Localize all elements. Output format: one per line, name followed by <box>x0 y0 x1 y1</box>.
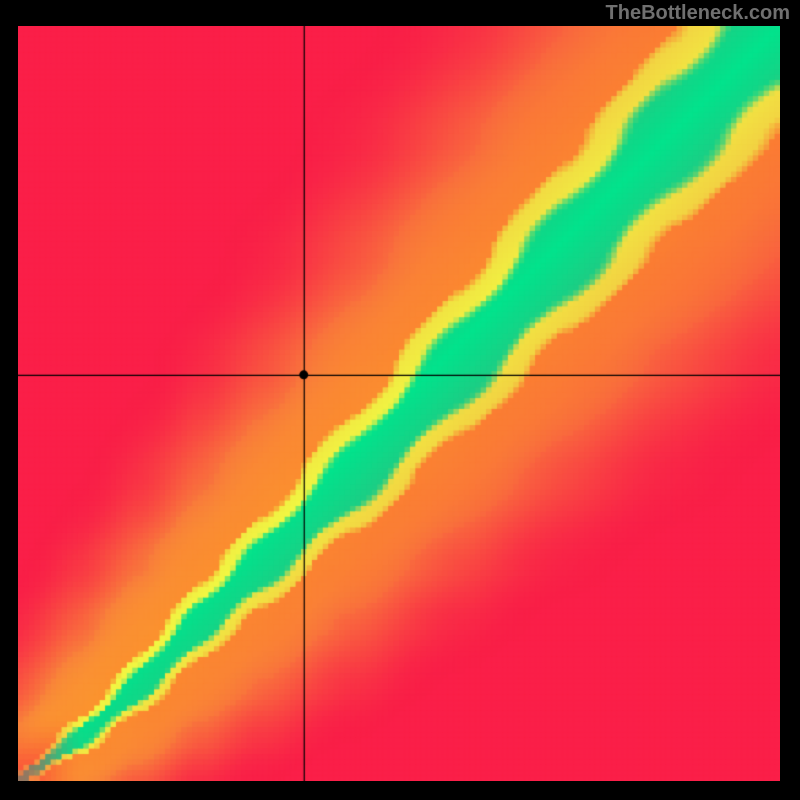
chart-container: TheBottleneck.com <box>0 0 800 800</box>
plot-frame <box>18 26 780 781</box>
bottleneck-heatmap <box>18 26 780 781</box>
watermark-text: TheBottleneck.com <box>606 2 790 25</box>
